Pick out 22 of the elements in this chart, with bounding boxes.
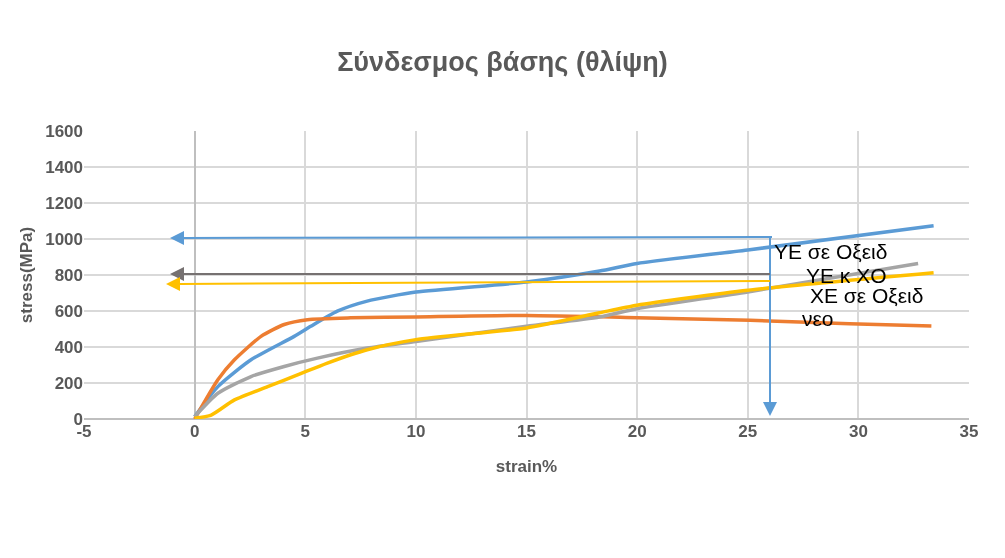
y-tick-label: 400: [54, 337, 83, 357]
y-tick-label: 1000: [45, 229, 83, 249]
x-tick-label: 15: [517, 422, 536, 441]
y-axis-title: stress(MPa): [16, 226, 36, 324]
y-tick-label: 200: [54, 373, 83, 393]
x-axis-title: strain%: [495, 457, 558, 477]
series-label: ΧΕ σε Οξειδ: [810, 284, 924, 307]
x-tick-label: 20: [627, 422, 647, 441]
y-tick-label: 1200: [45, 193, 83, 213]
x-tick-label: 0: [189, 422, 200, 441]
x-tick-label: 25: [738, 422, 758, 441]
x-tick-label: 10: [406, 422, 426, 441]
y-tick-label: 800: [54, 265, 83, 285]
y-tick-label: 600: [54, 301, 83, 321]
y-tick-label: 1600: [45, 121, 83, 141]
y-tick-label: 1400: [45, 157, 83, 177]
x-tick-label: 35: [959, 422, 979, 441]
series-label: ΥΕ σε Οξειδ: [774, 240, 888, 263]
x-tick-label: 5: [300, 422, 310, 441]
line-series: [192, 313, 934, 419]
chart-title: Σύνδεσμος βάσης (θλίψη): [337, 46, 668, 77]
x-tick-label: 30: [848, 422, 868, 441]
